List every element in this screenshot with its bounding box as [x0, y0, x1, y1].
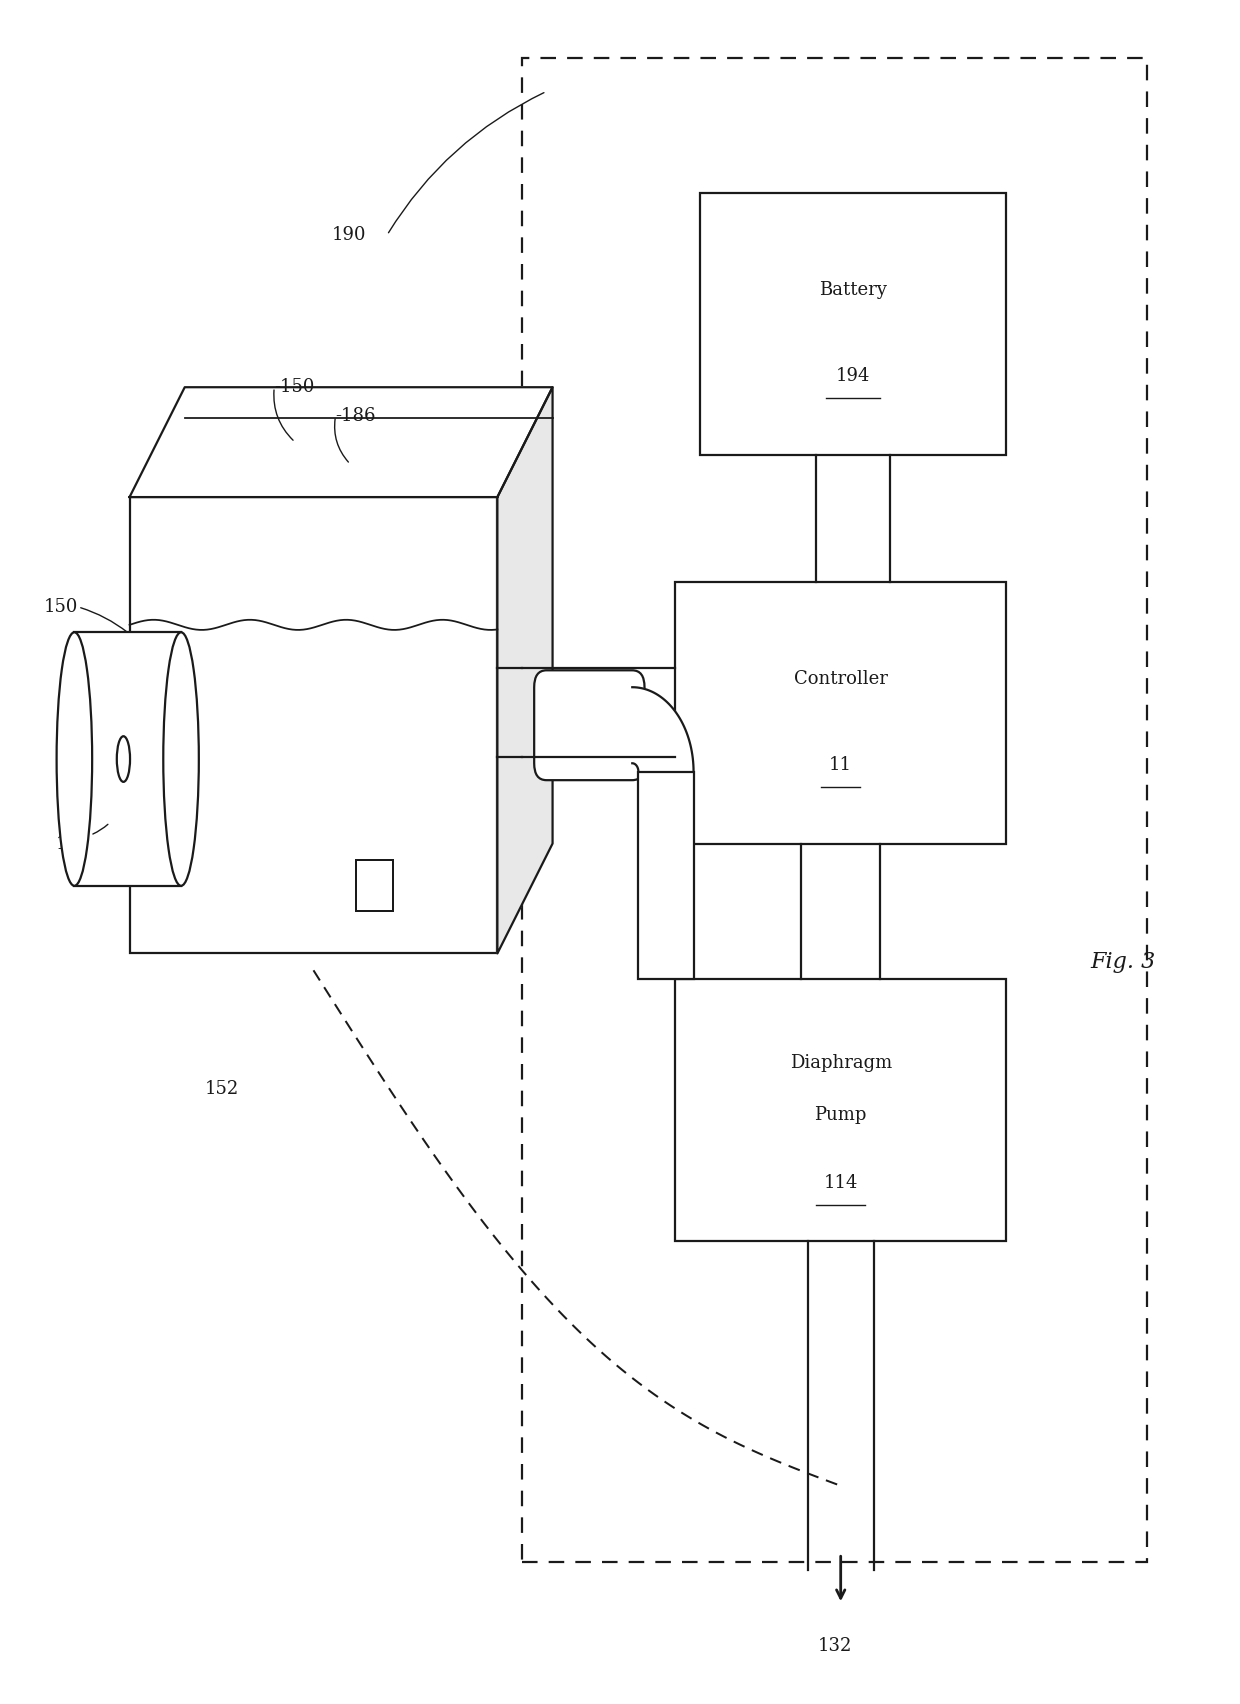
- Text: -150: -150: [274, 378, 315, 397]
- Text: Pump: Pump: [815, 1106, 867, 1125]
- Text: 132: 132: [817, 1638, 852, 1655]
- Text: 190: 190: [332, 227, 366, 244]
- Bar: [675, 581, 1006, 843]
- Text: 152: 152: [205, 1080, 238, 1097]
- Text: Diaphragm: Diaphragm: [790, 1053, 892, 1072]
- Bar: [74, 632, 181, 886]
- Text: 150: 150: [43, 598, 78, 615]
- Text: 194: 194: [836, 368, 870, 385]
- Text: 114: 114: [823, 1174, 858, 1193]
- Text: Battery: Battery: [820, 281, 887, 298]
- Bar: [522, 58, 1147, 1563]
- Polygon shape: [129, 387, 553, 498]
- Bar: [675, 978, 1006, 1241]
- Bar: [699, 193, 1006, 455]
- Bar: [129, 498, 497, 954]
- Bar: [639, 772, 693, 978]
- Ellipse shape: [117, 736, 130, 782]
- Ellipse shape: [164, 632, 198, 886]
- FancyBboxPatch shape: [534, 670, 645, 780]
- Text: Controller: Controller: [794, 670, 888, 687]
- Text: 182: 182: [56, 835, 91, 852]
- Text: -186: -186: [336, 407, 376, 424]
- Ellipse shape: [57, 632, 92, 886]
- Text: 11: 11: [830, 757, 852, 774]
- Polygon shape: [632, 687, 693, 772]
- Text: Fig. 3: Fig. 3: [1090, 951, 1156, 973]
- Polygon shape: [497, 387, 553, 954]
- Bar: [356, 861, 393, 912]
